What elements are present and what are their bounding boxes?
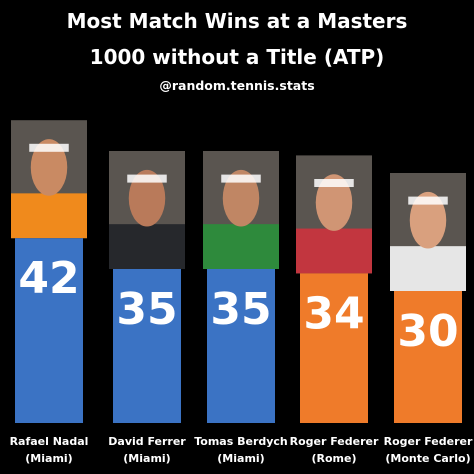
bar-42: [15, 238, 83, 423]
value-labels-group: 42 35 35 34 30: [18, 253, 458, 357]
bar-35: [207, 269, 275, 423]
player-face: [315, 174, 353, 231]
player-headband: [127, 174, 167, 183]
credit-handle: @random.tennis.stats: [159, 78, 315, 93]
player-photo: [296, 155, 372, 274]
category-label: Rafael Nadal: [10, 435, 89, 448]
player-shirt: [203, 224, 279, 269]
category-labels-group: Rafael Nadal (Miami) David Ferrer (Miami) To…: [10, 435, 473, 465]
player-headband: [408, 196, 448, 205]
player-face: [409, 191, 447, 249]
bar-30: [394, 291, 462, 423]
value-label: 35: [116, 284, 177, 335]
player-headband: [29, 143, 69, 152]
category-label: David Ferrer: [108, 435, 186, 448]
player-photo: [203, 151, 279, 269]
player-shirt: [11, 193, 87, 239]
category-label: (Monte Carlo): [385, 452, 470, 465]
player-photo: [390, 173, 466, 291]
category-label: Roger Federer: [384, 435, 473, 448]
category-label: Tomas Berdych: [194, 435, 288, 448]
player-photo: [11, 120, 87, 239]
player-shirt: [390, 246, 466, 291]
category-label: (Miami): [123, 452, 170, 465]
value-label: 35: [210, 284, 271, 335]
player-face: [128, 169, 166, 227]
player-face: [222, 169, 260, 227]
player-photos: [11, 120, 466, 291]
bar-35: [113, 269, 181, 423]
bars-group: [15, 238, 462, 423]
value-label: 30: [397, 306, 458, 357]
category-label: (Miami): [217, 452, 264, 465]
player-shirt: [296, 228, 372, 274]
category-label: (Miami): [25, 452, 72, 465]
category-label: (Rome): [311, 452, 356, 465]
chart-title-line-2: 1000 without a Title (ATP): [89, 45, 385, 69]
player-face: [30, 139, 68, 196]
player-headband: [314, 179, 354, 187]
bar-34: [300, 273, 368, 423]
player-photo: [109, 151, 185, 269]
value-label: 34: [303, 288, 364, 339]
player-headband: [221, 174, 261, 183]
player-shirt: [109, 224, 185, 269]
chart-title-line-1: Most Match Wins at a Masters: [66, 9, 408, 33]
category-label: Roger Federer: [290, 435, 379, 448]
value-label: 42: [18, 253, 79, 304]
